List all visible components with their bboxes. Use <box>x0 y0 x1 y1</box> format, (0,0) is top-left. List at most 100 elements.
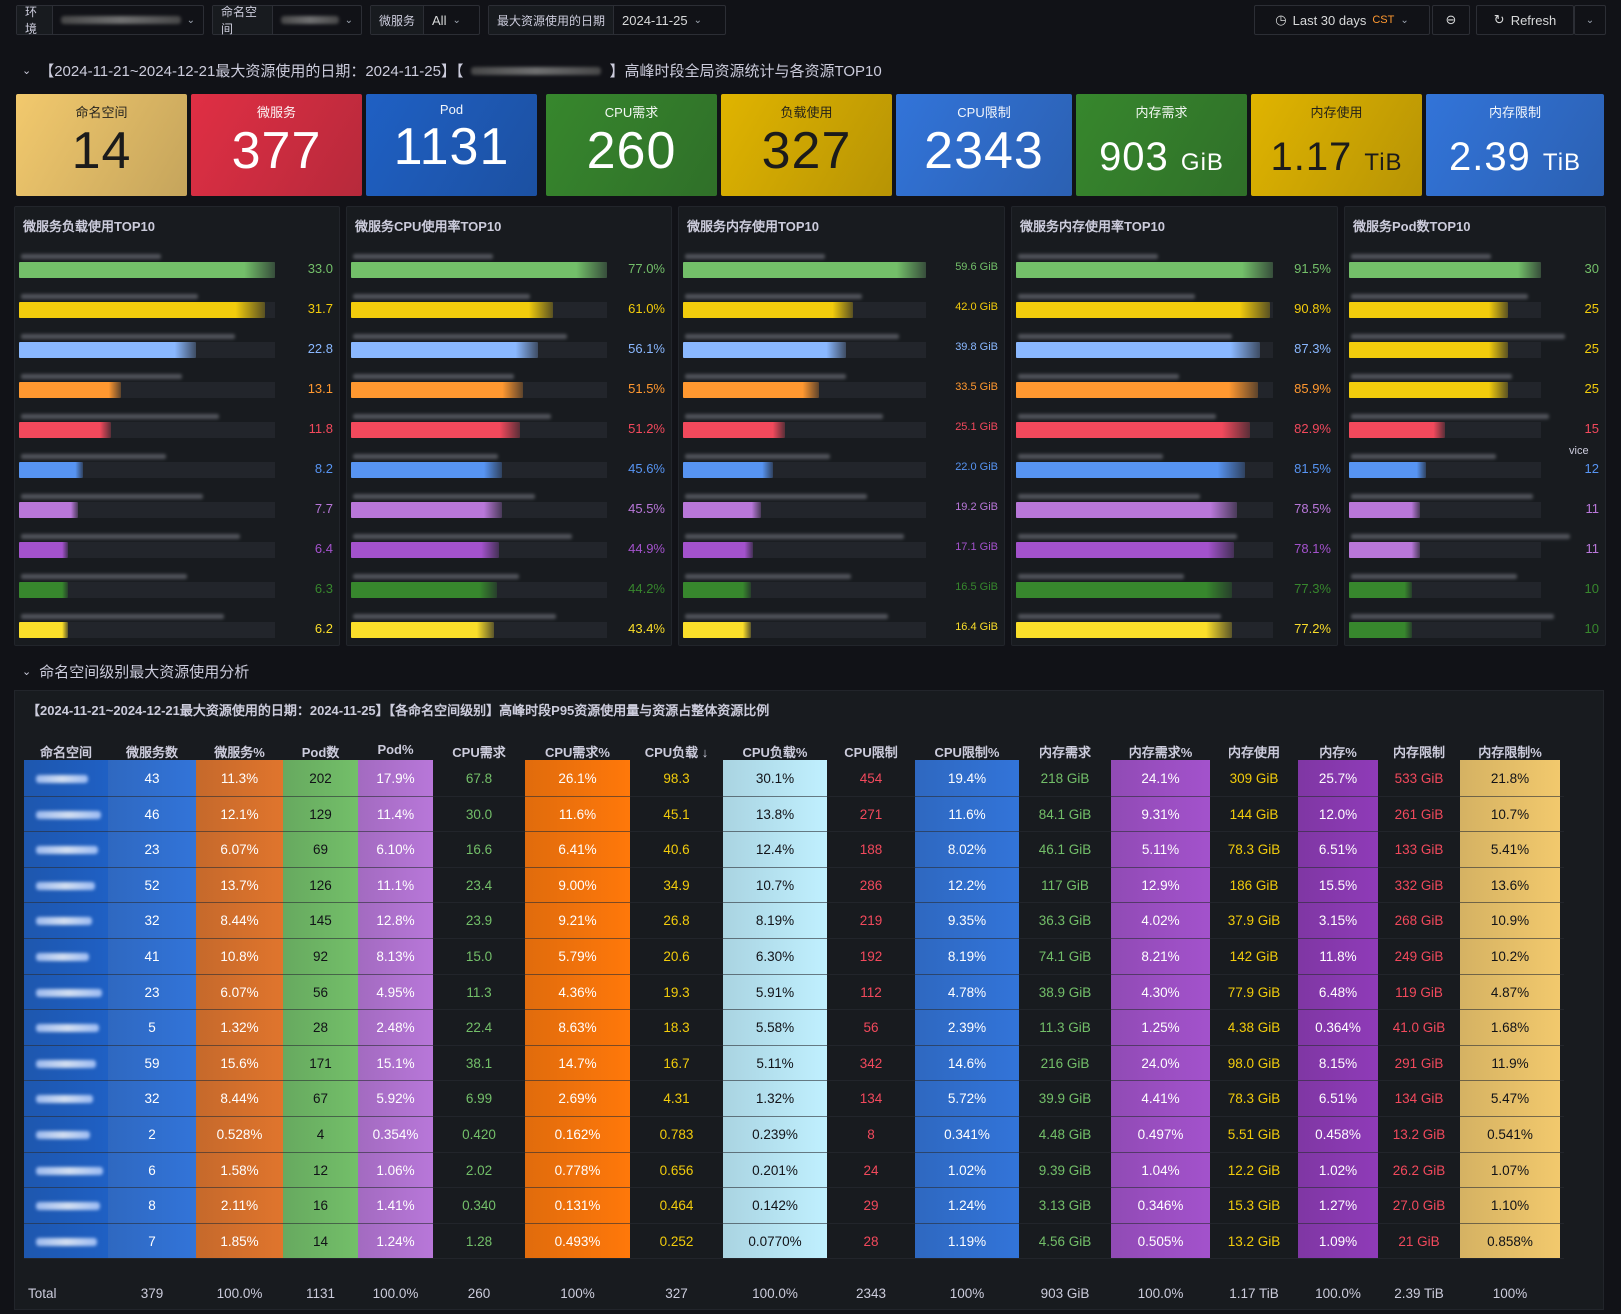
table-cell: 0.340 <box>462 1198 496 1214</box>
table-row[interactable] <box>24 1044 1564 1046</box>
column-header[interactable]: 微服务数 <box>125 745 178 760</box>
stat-panel[interactable]: 内存需求 903 GiB <box>1076 94 1247 196</box>
redacted-label <box>21 294 198 299</box>
stat-panel[interactable]: 命名空间 14 <box>16 94 187 196</box>
table-cell: 16.6 <box>465 842 493 858</box>
table-cell: 6.07% <box>220 984 259 1000</box>
table-row[interactable] <box>24 1258 1564 1260</box>
row2-header[interactable]: ⌄ 命名空间级别最大资源使用分析 <box>22 661 249 682</box>
redacted-label <box>1018 414 1216 419</box>
table-footer-cell: 100.0% <box>372 1286 419 1301</box>
table-row[interactable] <box>24 831 1564 833</box>
table-cell: 23 <box>144 984 160 1000</box>
stat-panel[interactable]: 内存使用 1.17 TiB <box>1251 94 1422 196</box>
table-cell: 84.1 GiB <box>1038 806 1092 822</box>
bar-value: 16.4 GiB <box>955 621 998 633</box>
stat-panel[interactable]: Pod 1131 <box>366 94 537 196</box>
refresh-button[interactable]: ↻ Refresh <box>1476 5 1574 35</box>
stat-title: 负载使用 <box>780 105 833 120</box>
table-row[interactable] <box>24 1009 1564 1011</box>
table-cell: 8.63% <box>558 1020 597 1036</box>
column-header[interactable]: CPU负载 ↓ <box>644 745 709 760</box>
redacted-label <box>1351 574 1517 579</box>
table-cell: 112 <box>860 984 882 1000</box>
table-cell: 1.02% <box>1318 1162 1358 1178</box>
table-row[interactable] <box>24 1222 1564 1224</box>
table-cell: 1.07% <box>1490 1162 1530 1178</box>
table-row[interactable] <box>24 1116 1564 1117</box>
bar-value: 30 <box>1584 261 1599 276</box>
column-header[interactable]: Pod数 <box>301 745 340 760</box>
column-header[interactable]: CPU限制 <box>844 745 898 760</box>
bar-value: 78.5% <box>1294 501 1331 516</box>
zoom-out-button[interactable]: ⊖ <box>1432 5 1470 35</box>
bar-value: 22.0 GiB <box>955 461 998 473</box>
table-cell: 24.0% <box>1141 1055 1180 1071</box>
table-row[interactable] <box>24 1151 1564 1153</box>
table-cell: 24.1% <box>1141 771 1180 786</box>
bar-value: 15 <box>1584 421 1599 436</box>
column-header[interactable]: CPU需求% <box>544 745 610 760</box>
stat-panel[interactable]: 负载使用 327 <box>721 94 892 196</box>
var-max-date[interactable]: 最大资源使用的日期 2024-11-25 ⌄ <box>488 5 726 35</box>
redacted-label <box>21 454 166 459</box>
time-range-picker[interactable]: ◷ Last 30 days CST ⌄ <box>1254 5 1430 35</box>
stat-panel[interactable]: 内存限制 2.39 TiB <box>1426 94 1604 196</box>
stat-value: 377 <box>231 122 322 180</box>
bar-value: 33.0 <box>307 261 333 276</box>
column-header[interactable]: 内存需求% <box>1128 745 1193 760</box>
column-header[interactable]: CPU限制% <box>934 745 1000 760</box>
bar-value: 44.2% <box>628 581 665 596</box>
table-cell: 2.48% <box>376 1020 415 1036</box>
column-header[interactable]: 内存限制% <box>1478 745 1542 760</box>
row1-header[interactable]: ⌄ 【2024-11-21~2024-12-21最大资源使用的日期：2024-1… <box>22 60 882 81</box>
table-footer-cell: 100% <box>949 1286 985 1301</box>
table-cell: 25.7% <box>1318 771 1358 786</box>
stat-panel[interactable]: CPU需求 260 <box>546 94 717 196</box>
var-namespace[interactable]: 命名空间 ⌄ <box>212 5 362 36</box>
column-header[interactable]: 内存需求 <box>1038 745 1091 760</box>
bar <box>351 302 553 318</box>
table-cell: 1.24% <box>376 1233 415 1249</box>
bar <box>19 462 83 478</box>
column-header[interactable]: CPU需求 <box>452 745 506 760</box>
stat-unit: GiB <box>1180 149 1224 176</box>
table-cell: 1.28 <box>465 1233 493 1249</box>
column-header[interactable]: Pod% <box>377 742 414 757</box>
refresh-interval-button[interactable]: ⌄ <box>1574 5 1606 35</box>
table-cell: 1.85% <box>220 1233 259 1249</box>
stat-panel[interactable]: CPU限制 2343 <box>896 94 1072 196</box>
column-header[interactable]: 微服务% <box>214 745 265 760</box>
redacted-label <box>21 334 235 339</box>
table-footer-cell: 100% <box>560 1286 595 1301</box>
column-header[interactable]: 内存% <box>1319 745 1357 760</box>
var-microservice[interactable]: 微服务 All ⌄ <box>370 5 480 35</box>
table-cell: 46.1 GiB <box>1038 842 1092 858</box>
table-footer-cell: 100.0% <box>1137 1286 1184 1301</box>
column-header[interactable]: CPU负载% <box>742 745 808 760</box>
redacted-label <box>1018 454 1163 459</box>
stat-title: 命名空间 <box>75 105 128 120</box>
column-header[interactable]: 内存使用 <box>1227 745 1280 760</box>
table-row[interactable] <box>24 902 1564 904</box>
table-row[interactable] <box>24 1080 1564 1082</box>
table-cell: 15.3 GiB <box>1227 1198 1281 1214</box>
table-row[interactable] <box>24 938 1564 939</box>
table-row[interactable] <box>24 1187 1564 1189</box>
stat-panel[interactable]: 微服务 377 <box>191 94 362 196</box>
column-header[interactable]: 命名空间 <box>39 745 92 760</box>
bar-value: 51.5% <box>628 381 665 396</box>
bar <box>19 302 265 318</box>
table-cell: 4.41% <box>1141 1091 1180 1107</box>
table-row[interactable] <box>24 973 1564 975</box>
var-env[interactable]: 环境 ⌄ <box>16 5 204 36</box>
table-row[interactable] <box>24 795 1564 797</box>
table-cell: 15.1% <box>376 1055 415 1071</box>
table-cell: 5.11% <box>1141 842 1180 858</box>
table-cell: 4.56 GiB <box>1038 1233 1092 1249</box>
table-cell: 6.10% <box>376 842 415 858</box>
redacted-label <box>685 254 825 259</box>
table-row[interactable] <box>24 866 1564 868</box>
column-header[interactable]: 内存限制 <box>1392 745 1445 760</box>
bar-value: 43.4% <box>628 621 665 636</box>
